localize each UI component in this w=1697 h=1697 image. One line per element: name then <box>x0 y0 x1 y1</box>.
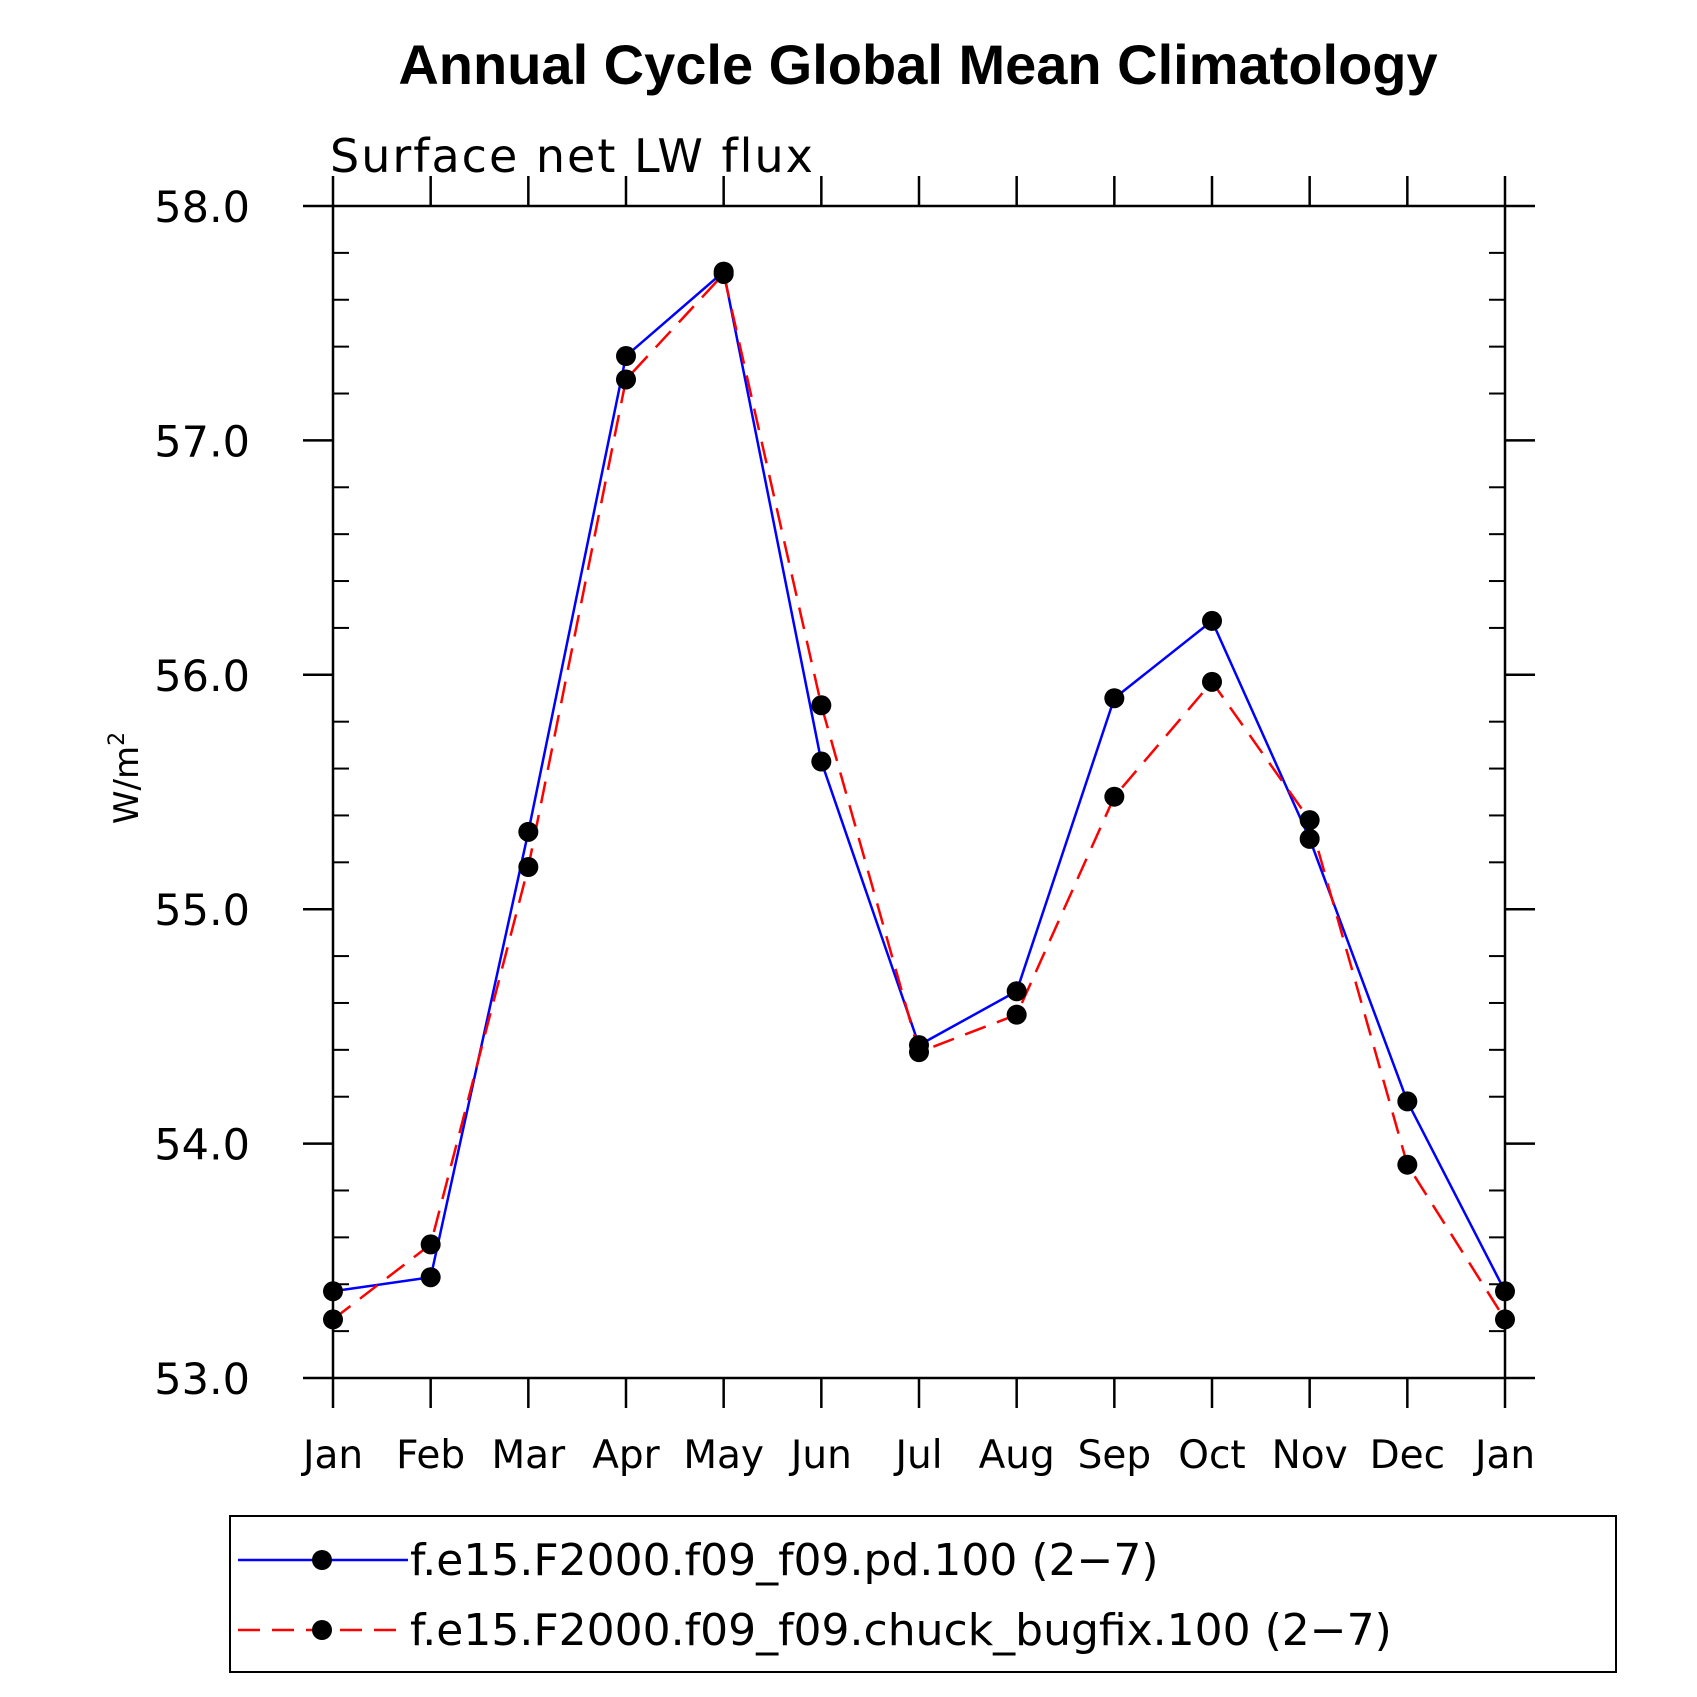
series-2-point <box>1495 1309 1515 1330</box>
series-1-point <box>811 751 832 772</box>
y-tick-label: 54.0 <box>154 1121 250 1171</box>
x-tick-label: Aug <box>979 1433 1055 1478</box>
series-line-2 <box>332 271 1507 1321</box>
series-2-point <box>909 1042 929 1063</box>
series-1-point <box>323 1281 343 1302</box>
series-1-point <box>1299 828 1320 849</box>
series-2-point <box>811 695 832 716</box>
x-tick-label: Oct <box>1178 1433 1245 1478</box>
x-tick-label: Dec <box>1370 1433 1445 1478</box>
series-2-point <box>1299 810 1320 831</box>
series-1-point <box>1495 1281 1515 1302</box>
series-2-point <box>1202 671 1222 692</box>
series-2-point <box>1006 1004 1027 1025</box>
x-tick-label: Jul <box>892 1433 942 1478</box>
y-tick-label: 55.0 <box>154 886 250 936</box>
y-axis-label-unit: W/m <box>107 746 147 824</box>
legend-label-1: f.e15.F2000.f09_f09.pd.100 (2−7) <box>410 1535 1159 1586</box>
legend: f.e15.F2000.f09_f09.pd.100 (2−7) f.e15.F2… <box>229 1515 1617 1673</box>
series-2-point <box>616 369 636 390</box>
y-tick-label: 53.0 <box>154 1355 250 1405</box>
legend-label-2: f.e15.F2000.f09_f09.chuck_bugfix.100 (2−… <box>410 1605 1392 1656</box>
x-tick-label: May <box>683 1433 764 1478</box>
chart-title: Annual Cycle Global Mean Climatology <box>398 33 1437 96</box>
x-tick-label: Sep <box>1078 1433 1152 1478</box>
y-tick-label: 58.0 <box>154 183 250 233</box>
series-2-point <box>420 1234 441 1255</box>
x-tick-label: Jan <box>300 1433 363 1478</box>
series-1-point <box>420 1267 441 1288</box>
series-1-point <box>1397 1091 1418 1112</box>
plot-frame <box>331 204 1507 1380</box>
series-2-point <box>1397 1154 1418 1175</box>
series-1-point <box>518 821 539 842</box>
series-line-1 <box>332 269 1507 1293</box>
y-tick-label: 56.0 <box>154 652 250 702</box>
series-2-point <box>323 1309 343 1330</box>
x-tick-label: Nov <box>1272 1433 1348 1478</box>
x-tick-label: Feb <box>396 1433 465 1478</box>
y-tick-label: 57.0 <box>154 417 250 467</box>
legend-swatch-marker-2 <box>312 1620 332 1640</box>
x-tick-label: Jun <box>788 1433 852 1478</box>
series-2-point <box>518 857 539 878</box>
legend-box <box>229 1515 1617 1673</box>
y-axis-label-exponent: 2 <box>105 732 130 746</box>
x-tick-label: Apr <box>592 1433 660 1478</box>
series-1-point <box>1202 610 1222 631</box>
x-tick-label: Jan <box>1472 1433 1535 1478</box>
series-2-point <box>1104 786 1125 807</box>
plot-area: Jan Feb Mar Apr May Jun Jul Aug Sep Oct Nov Dec Jan 5… <box>154 176 1535 1478</box>
series-1-point <box>616 346 636 367</box>
x-tick-label: Mar <box>492 1433 567 1478</box>
legend-swatch-marker-1 <box>312 1550 332 1570</box>
series-1-point <box>1006 981 1027 1002</box>
y-axis-label: W/m2 <box>105 732 147 824</box>
chart-subtitle: Surface net LW flux <box>330 129 815 183</box>
series-1-point <box>1104 688 1125 709</box>
series-2-point <box>713 263 734 284</box>
